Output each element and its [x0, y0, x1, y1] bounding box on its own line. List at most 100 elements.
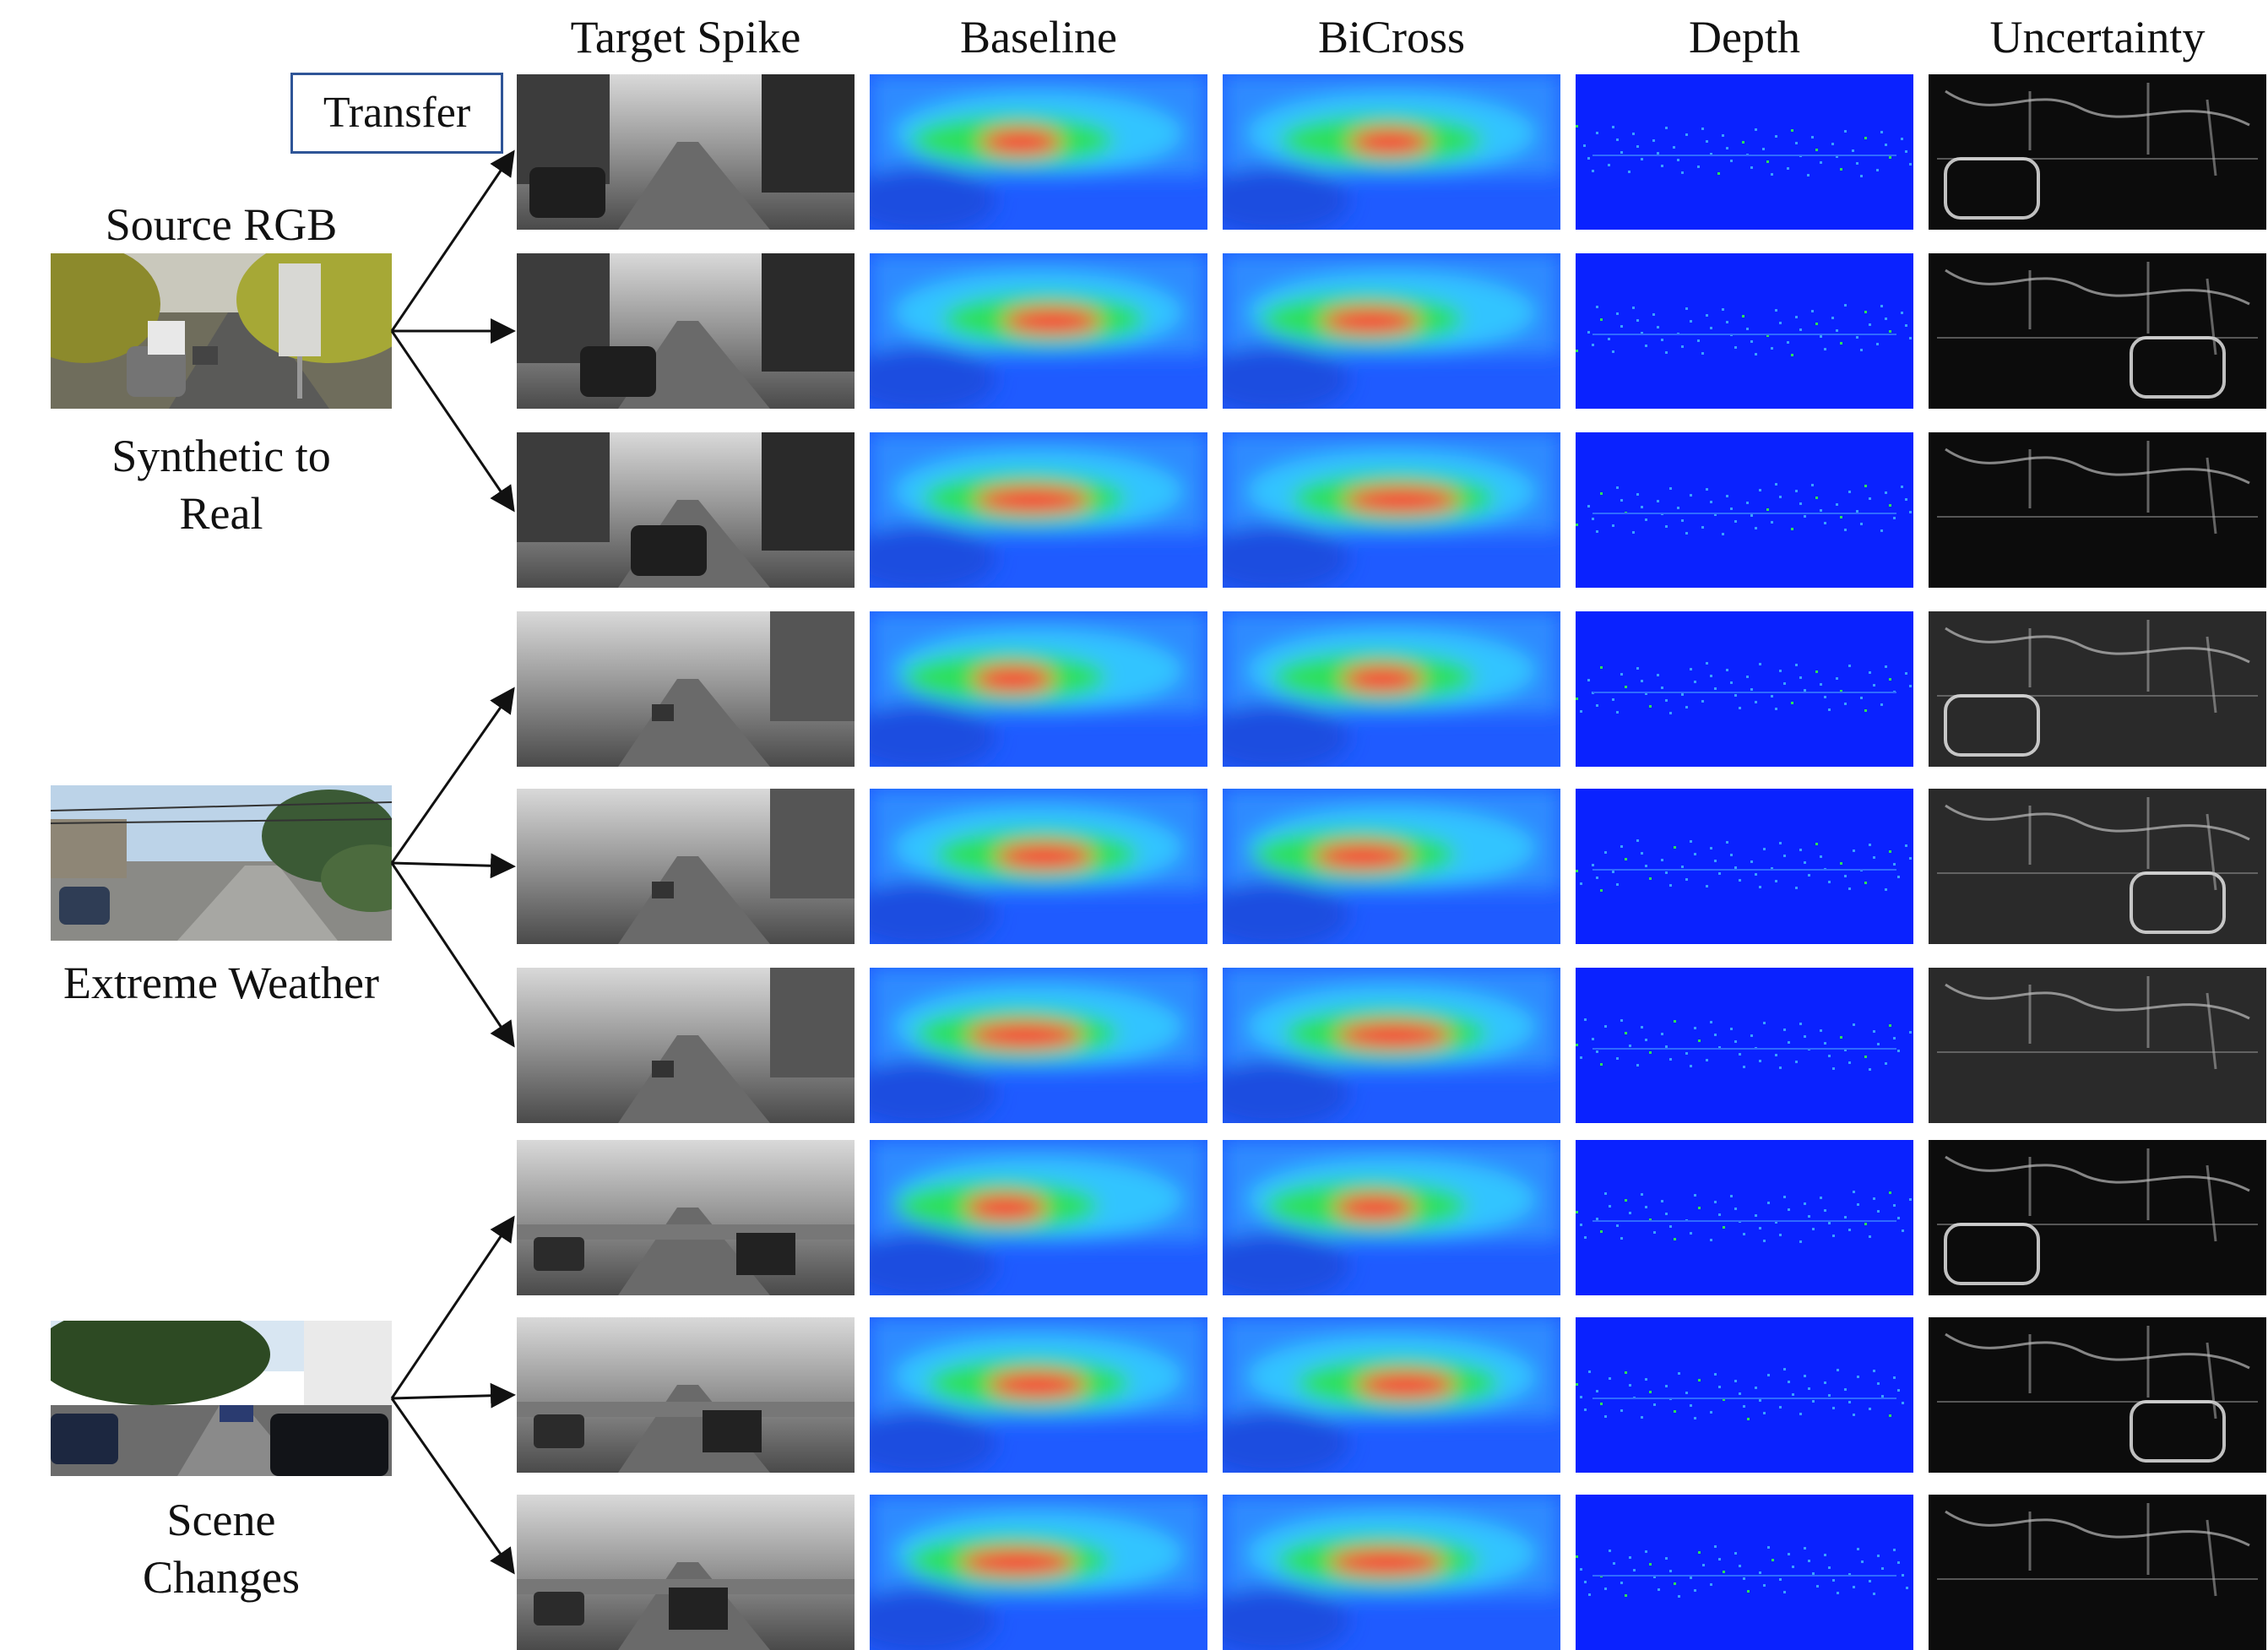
cell-depth-row-9 — [1576, 1495, 1913, 1650]
arrow-group-2-row-1 — [390, 687, 515, 864]
image-uncertainty-row-9 — [1929, 1495, 2266, 1650]
image-spike-row-3 — [517, 432, 855, 588]
image-uncertainty-row-2 — [1929, 253, 2266, 409]
column-header-uncertainty: Uncertainty — [1989, 12, 2206, 62]
cell-bicross-row-6 — [1223, 968, 1560, 1123]
cell-uncertainty-row-9 — [1929, 1495, 2266, 1650]
source-image-overcast — [51, 785, 392, 941]
cell-spike-row-1 — [517, 74, 855, 230]
cell-baseline-row-6 — [870, 968, 1207, 1123]
image-baseline-row-9 — [870, 1495, 1207, 1650]
cell-uncertainty-row-4 — [1929, 611, 2266, 767]
cell-uncertainty-row-7 — [1929, 1140, 2266, 1295]
image-spike-row-9 — [517, 1495, 855, 1650]
cell-spike-row-9 — [517, 1495, 855, 1650]
image-spike-row-2 — [517, 253, 855, 409]
cell-bicross-row-4 — [1223, 611, 1560, 767]
cell-spike-row-5 — [517, 789, 855, 944]
arrow-group-3-row-1 — [390, 1215, 515, 1399]
cell-spike-row-3 — [517, 432, 855, 588]
group-label-scene-line1: Scene — [166, 1495, 276, 1545]
cell-bicross-row-8 — [1223, 1317, 1560, 1473]
cell-uncertainty-row-8 — [1929, 1317, 2266, 1473]
image-bicross-row-2 — [1223, 253, 1560, 409]
cell-spike-row-8 — [517, 1317, 855, 1473]
source-rgb-label: Source RGB — [105, 199, 338, 250]
image-depth-row-1 — [1576, 74, 1913, 230]
cell-depth-row-4 — [1576, 611, 1913, 767]
image-bicross-row-4 — [1223, 611, 1560, 767]
cell-baseline-row-8 — [870, 1317, 1207, 1473]
cell-uncertainty-row-5 — [1929, 789, 2266, 944]
image-baseline-row-2 — [870, 253, 1207, 409]
cell-baseline-row-5 — [870, 789, 1207, 944]
cell-depth-row-7 — [1576, 1140, 1913, 1295]
image-uncertainty-row-7 — [1929, 1140, 2266, 1295]
group-label-synthetic-line1: Synthetic to — [111, 431, 331, 481]
cell-depth-row-3 — [1576, 432, 1913, 588]
cell-uncertainty-row-1 — [1929, 74, 2266, 230]
image-bicross-row-5 — [1223, 789, 1560, 944]
arrow-group-3-row-2 — [391, 1382, 516, 1408]
cell-bicross-row-2 — [1223, 253, 1560, 409]
image-bicross-row-9 — [1223, 1495, 1560, 1650]
image-bicross-row-8 — [1223, 1317, 1560, 1473]
image-spike-row-1 — [517, 74, 855, 230]
cell-bicross-row-5 — [1223, 789, 1560, 944]
arrow-group-3-row-3 — [390, 1398, 515, 1575]
image-spike-row-5 — [517, 789, 855, 944]
column-header-bicross: BiCross — [1317, 12, 1466, 62]
cell-baseline-row-7 — [870, 1140, 1207, 1295]
group-label-extreme-weather: Extreme Weather — [63, 958, 379, 1008]
cell-baseline-row-1 — [870, 74, 1207, 230]
arrow-group-1-row-3 — [390, 330, 515, 513]
cell-baseline-row-4 — [870, 611, 1207, 767]
cell-baseline-row-2 — [870, 253, 1207, 409]
image-spike-row-8 — [517, 1317, 855, 1473]
image-spike-row-6 — [517, 968, 855, 1123]
source-image-urban — [51, 1321, 392, 1476]
image-baseline-row-6 — [870, 968, 1207, 1123]
cell-baseline-row-3 — [870, 432, 1207, 588]
image-depth-row-4 — [1576, 611, 1913, 767]
cell-bicross-row-9 — [1223, 1495, 1560, 1650]
cell-depth-row-6 — [1576, 968, 1913, 1123]
cell-depth-row-5 — [1576, 789, 1913, 944]
cell-uncertainty-row-3 — [1929, 432, 2266, 588]
image-baseline-row-8 — [870, 1317, 1207, 1473]
cell-bicross-row-7 — [1223, 1140, 1560, 1295]
cell-spike-row-2 — [517, 253, 855, 409]
image-baseline-row-5 — [870, 789, 1207, 944]
cell-uncertainty-row-6 — [1929, 968, 2266, 1123]
image-depth-row-5 — [1576, 789, 1913, 944]
image-depth-row-9 — [1576, 1495, 1913, 1650]
image-depth-row-7 — [1576, 1140, 1913, 1295]
arrow-group-2-row-2 — [391, 853, 516, 879]
image-spike-row-4 — [517, 611, 855, 767]
source-image-synthetic — [51, 253, 392, 409]
image-uncertainty-row-8 — [1929, 1317, 2266, 1473]
group-label-scene-line2: Changes — [143, 1552, 300, 1603]
cell-bicross-row-1 — [1223, 74, 1560, 230]
cell-spike-row-7 — [517, 1140, 855, 1295]
image-depth-row-8 — [1576, 1317, 1913, 1473]
arrow-group-2-row-3 — [390, 862, 515, 1048]
image-uncertainty-row-1 — [1929, 74, 2266, 230]
image-depth-row-2 — [1576, 253, 1913, 409]
image-uncertainty-row-3 — [1929, 432, 2266, 588]
image-bicross-row-6 — [1223, 968, 1560, 1123]
arrow-group-1-row-1 — [390, 149, 515, 332]
column-header-baseline: Baseline — [960, 12, 1117, 62]
image-depth-row-6 — [1576, 968, 1913, 1123]
image-bicross-row-3 — [1223, 432, 1560, 588]
image-uncertainty-row-5 — [1929, 789, 2266, 944]
cell-spike-row-4 — [517, 611, 855, 767]
image-baseline-row-7 — [870, 1140, 1207, 1295]
image-depth-row-3 — [1576, 432, 1913, 588]
column-header-target-spike: Target Spike — [570, 12, 801, 62]
image-uncertainty-row-4 — [1929, 611, 2266, 767]
image-bicross-row-1 — [1223, 74, 1560, 230]
cell-depth-row-2 — [1576, 253, 1913, 409]
cell-depth-row-8 — [1576, 1317, 1913, 1473]
